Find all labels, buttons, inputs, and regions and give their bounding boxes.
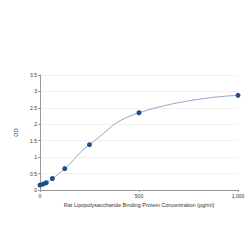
svg-text:3: 3 [34,88,37,94]
svg-text:2.5: 2.5 [30,105,37,111]
svg-text:OD: OD [13,128,19,136]
svg-text:1,000: 1,000 [232,193,245,199]
svg-text:1.5: 1.5 [30,138,37,144]
svg-text:500: 500 [135,193,144,199]
svg-text:1: 1 [34,154,37,160]
svg-text:0: 0 [39,193,42,199]
svg-text:Rat Lipopolysaccharide Binding: Rat Lipopolysaccharide Binding Protein C… [64,202,215,208]
svg-text:2: 2 [34,121,37,127]
svg-text:0: 0 [34,187,37,193]
svg-text:3.5: 3.5 [30,72,37,78]
svg-text:0.5: 0.5 [30,171,37,177]
